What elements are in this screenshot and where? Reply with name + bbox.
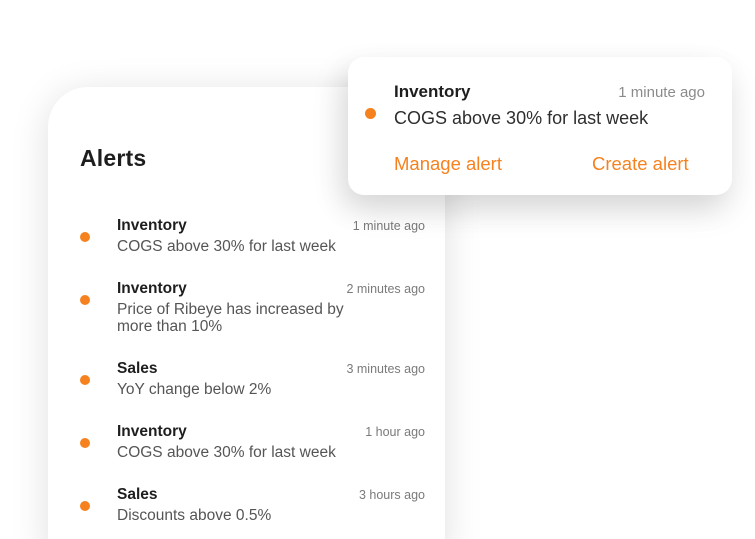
alert-dot-icon — [80, 295, 90, 305]
alert-head: Sales 3 hours ago — [117, 486, 425, 504]
alert-category: Inventory — [117, 217, 187, 234]
alert-timestamp: 3 minutes ago — [346, 362, 425, 376]
alert-content: Inventory 2 minutes ago Price of Ribeye … — [117, 280, 425, 335]
alert-head: Sales 3 minutes ago — [117, 360, 425, 378]
alert-list-item[interactable]: Sales 3 minutes ago YoY change below 2% — [80, 360, 425, 398]
alert-list-item[interactable]: Inventory 1 hour ago COGS above 30% for … — [80, 423, 425, 461]
alert-category: Inventory — [117, 423, 187, 440]
alert-list-item[interactable]: Inventory 2 minutes ago Price of Ribeye … — [80, 280, 425, 335]
notification-dot-icon — [365, 108, 376, 119]
alert-message: YoY change below 2% — [117, 381, 272, 398]
page-title: Alerts — [80, 145, 147, 171]
alert-category: Inventory — [117, 280, 187, 297]
alert-timestamp: 1 hour ago — [365, 425, 425, 439]
create-alert-button[interactable]: Create alert — [592, 153, 689, 174]
notification-card: Inventory 1 minute ago COGS above 30% fo… — [348, 57, 732, 195]
notification-category: Inventory — [394, 82, 471, 101]
alert-list-item[interactable]: Sales 3 hours ago Discounts above 0.5% — [80, 486, 425, 524]
alert-message: Price of Ribeye has increased by more th… — [117, 301, 344, 335]
alert-head: Inventory 1 minute ago — [117, 217, 425, 235]
alerts-list: Inventory 1 minute ago COGS above 30% fo… — [48, 217, 445, 524]
alert-category: Sales — [117, 360, 158, 377]
alert-message: COGS above 30% for last week — [117, 238, 336, 255]
alert-content: Inventory 1 hour ago COGS above 30% for … — [117, 423, 425, 461]
manage-alert-button[interactable]: Manage alert — [394, 153, 502, 174]
alert-timestamp: 3 hours ago — [358, 488, 425, 502]
alert-content: Sales 3 hours ago Discounts above 0.5% — [117, 486, 425, 524]
alert-head: Inventory 2 minutes ago — [117, 280, 425, 298]
alert-dot-icon — [80, 501, 90, 511]
alert-content: Sales 3 minutes ago YoY change below 2% — [117, 360, 425, 398]
alert-content: Inventory 1 minute ago COGS above 30% fo… — [117, 217, 425, 255]
alert-dot-icon — [80, 438, 90, 448]
alert-message: Discounts above 0.5% — [117, 507, 272, 524]
alert-dot-icon — [80, 375, 90, 385]
notification-timestamp: 1 minute ago — [618, 84, 705, 101]
alert-timestamp: 2 minutes ago — [346, 282, 425, 296]
alert-message: COGS above 30% for last week — [117, 444, 336, 461]
alert-head: Inventory 1 hour ago — [117, 423, 425, 441]
alert-category: Sales — [117, 486, 158, 503]
alert-timestamp: 1 minute ago — [352, 219, 425, 233]
notification-message: COGS above 30% for last week — [394, 108, 649, 128]
alert-list-item[interactable]: Inventory 1 minute ago COGS above 30% fo… — [80, 217, 425, 255]
alert-dot-icon — [80, 232, 90, 242]
